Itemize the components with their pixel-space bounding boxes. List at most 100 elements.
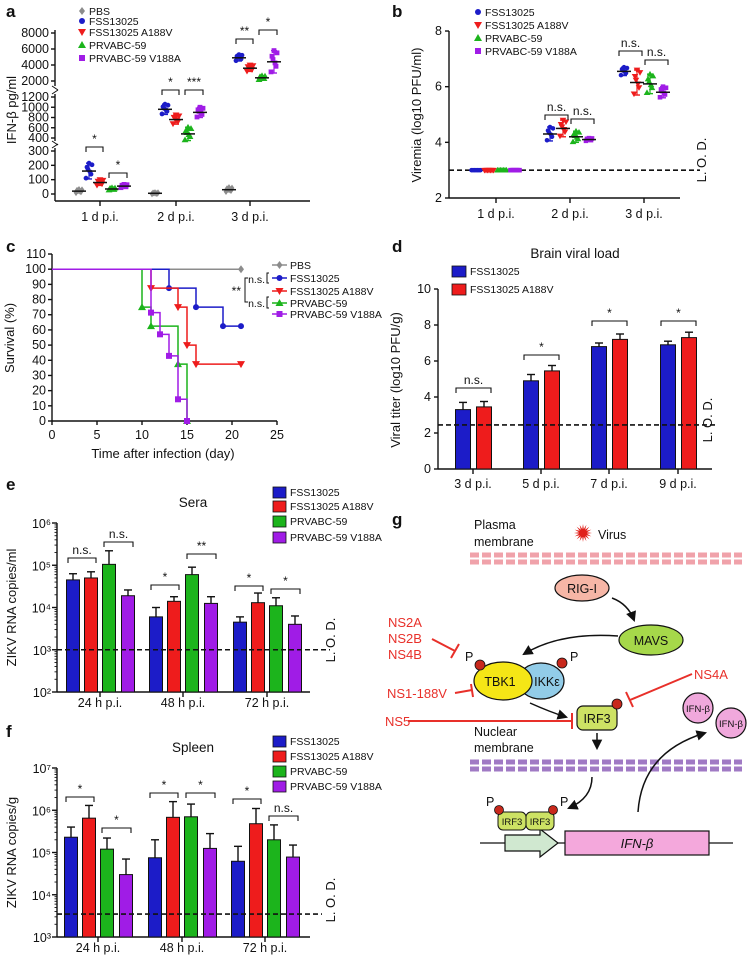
e-bar [84, 577, 98, 693]
d-y-tick-label: 2 [424, 426, 431, 440]
c-bracket-outer [244, 277, 248, 303]
c-legend-label: PBS [290, 260, 311, 272]
f-legend-label: PRVABC-59 [290, 766, 348, 778]
a-legend-marker [79, 18, 85, 24]
e-significance-bracket [67, 557, 97, 563]
nuclear-membrane-label-1: Nuclear [474, 725, 517, 739]
e-significance-bracket-label: * [163, 570, 168, 584]
ifn-beta-protein-1-label: IFN-β [686, 704, 710, 715]
a-y-tick-label: 4000 [21, 58, 49, 72]
d-legend-swatch [451, 265, 467, 278]
phospho-label-ikke: P [570, 650, 578, 664]
e-y-axis-title: ZIKV RNA copies/ml [4, 549, 19, 667]
a-y-tick-label: 1200 [21, 90, 49, 104]
d-significance-bracket [660, 320, 697, 326]
f-bar [249, 823, 263, 938]
a-legend-marker [78, 29, 86, 36]
f-bar [286, 856, 300, 938]
c-x-tick-label: 5 [94, 428, 101, 442]
panel-label-f: f [6, 722, 12, 741]
d-y-tick-label: 8 [424, 318, 431, 332]
a-significance-bracket-label: *** [187, 75, 201, 89]
phospho-dot-ikke [556, 657, 568, 669]
e-bar [288, 623, 302, 693]
b-y-tick-label: 8 [435, 24, 442, 38]
e-significance-bracket [150, 584, 180, 590]
inhibitor-ns4a: NS4A [694, 667, 728, 682]
c-data-point [237, 361, 245, 369]
c-y-tick-label: 70 [32, 308, 46, 322]
a-significance-bracket [235, 38, 254, 44]
d-significance-bracket-label: * [539, 340, 544, 354]
phospho-dot-dimer-left [494, 805, 504, 815]
b-legend-marker [474, 22, 482, 29]
e-bar [251, 602, 265, 693]
plasma-membrane-label-1: Plasma [474, 518, 516, 532]
e-legend-label: FSS13025 [290, 487, 340, 499]
f-bar [148, 857, 162, 938]
d-y-tick-label: 0 [424, 462, 431, 476]
b-data-point [649, 72, 657, 79]
c-significance-label: n.s. [248, 298, 265, 310]
phospho-dot-tbk1 [474, 659, 486, 671]
ifn-beta-gene-label: IFN-β [621, 836, 654, 851]
rig-i-label: RIG-I [567, 582, 597, 596]
d-x-tick-label: 7 d p.i. [590, 477, 628, 491]
c-data-point [157, 331, 163, 338]
b-data-point [473, 167, 479, 173]
b-data-point [545, 128, 551, 133]
ifn-beta-gene [564, 830, 710, 856]
c-bracket-prv [266, 296, 269, 309]
b-x-tick-label: 1 d p.i. [477, 207, 515, 221]
phospho-label-dimer-left: P [486, 795, 494, 809]
f-y-axis-title: ZIKV RNA copies/g [4, 797, 19, 908]
b-significance-bracket [618, 50, 643, 56]
tbk1-node [473, 661, 533, 701]
arrow-tbk1-to-irf3 [529, 702, 569, 720]
irf3-label: IRF3 [583, 712, 610, 726]
e-legend-label: FSS13025 A188V [290, 501, 373, 513]
a-significance-bracket-label: * [116, 158, 121, 172]
e-y-tick-label: 10² [33, 686, 51, 700]
e-significance-bracket-label: * [283, 574, 288, 588]
mavs-node [618, 624, 684, 656]
phospho-label-dimer-right: P [560, 795, 568, 809]
virus-icon [574, 524, 592, 542]
c-y-tick-label: 30 [32, 368, 46, 382]
f-significance-bracket [101, 827, 132, 833]
a-data-point [274, 50, 280, 56]
b-x-tick-label: 2 d p.i. [551, 207, 589, 221]
f-y-tick-label: 10⁶ [32, 804, 51, 818]
b-y-tick-label: 4 [435, 135, 442, 149]
a-y-tick-label: 600 [28, 121, 49, 135]
c-y-tick-label: 10 [32, 399, 46, 413]
e-legend-swatch [272, 515, 287, 528]
panel-label-e: e [6, 475, 15, 494]
b-legend-label: PRVABC-59 V188A [485, 46, 577, 58]
a-y-tick-label: 8000 [21, 26, 49, 40]
inhibitor-ns4b: NS4B [388, 647, 422, 662]
c-legend-marker [275, 288, 284, 295]
f-significance-bracket-label: * [78, 782, 83, 796]
e-bar [269, 605, 283, 693]
d-y-axis-title: Viral titer (log10 PFU/g) [388, 312, 403, 448]
a-axis-break-mark [51, 89, 59, 95]
c-legend-label: PRVABC-59 [290, 298, 348, 310]
b-data-point [663, 85, 669, 91]
e-bar [102, 563, 116, 693]
arrow-gene-to-ifn-beta [637, 730, 708, 813]
f-bar [231, 860, 245, 938]
f-significance-bracket [268, 815, 299, 821]
a-significance-bracket-label: * [168, 75, 173, 89]
f-y-tick-label: 10⁷ [33, 762, 52, 776]
b-significance-bracket [570, 118, 595, 124]
c-y-tick-label: 20 [32, 384, 46, 398]
d-legend-label: FSS13025 [470, 266, 520, 278]
b-legend-label: PRVABC-59 [485, 33, 543, 45]
c-x-tick-label: 15 [180, 428, 194, 442]
phospho-label-tbk1: P [465, 650, 473, 664]
panel-label-c: c [6, 237, 15, 256]
e-significance-bracket-label: ** [197, 539, 207, 553]
b-data-point [485, 167, 493, 174]
e-y-tick-label: 10⁴ [32, 602, 51, 616]
